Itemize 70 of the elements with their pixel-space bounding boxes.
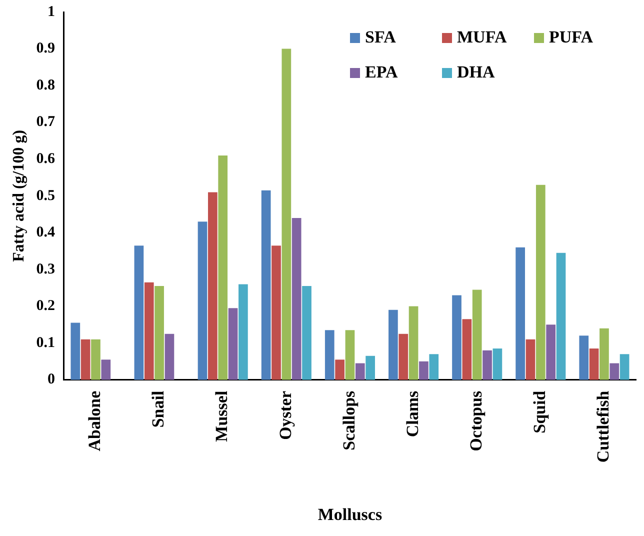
y-tick-label: 0.7 — [36, 114, 56, 130]
bar — [462, 319, 472, 380]
bar — [238, 284, 248, 380]
x-tick-label: Octopus — [466, 390, 486, 452]
bar — [366, 356, 375, 380]
bar — [292, 218, 302, 380]
bar — [556, 252, 566, 380]
bar — [80, 339, 90, 380]
bar — [419, 361, 428, 380]
y-tick-label: 0.2 — [36, 298, 55, 314]
bar — [198, 222, 208, 380]
bar — [620, 354, 630, 380]
bar — [355, 363, 365, 380]
bar — [208, 192, 218, 380]
bar — [70, 322, 80, 380]
legend-label: SFA — [365, 27, 397, 46]
y-tick-label: 0.8 — [36, 77, 55, 94]
bar — [335, 360, 344, 380]
bar — [282, 48, 292, 380]
bar — [398, 334, 408, 380]
bar — [345, 330, 355, 380]
x-tick-label: Scallops — [339, 390, 358, 450]
bar — [228, 308, 238, 380]
y-tick-label: 0.9 — [36, 40, 55, 57]
bar — [324, 330, 334, 380]
x-tick-label: Squid — [530, 390, 550, 434]
bar — [302, 286, 312, 380]
bar — [218, 155, 228, 380]
bar — [492, 348, 502, 380]
x-axis-title: Molluscs — [318, 505, 382, 524]
bar — [516, 247, 525, 380]
bar — [610, 363, 620, 380]
bar — [526, 339, 536, 380]
y-axis-title: Fatty acid (g/100 g) — [10, 130, 28, 262]
x-tick-label: Snail — [148, 390, 168, 428]
bar — [91, 339, 100, 380]
bar — [482, 350, 492, 380]
bar — [272, 246, 281, 380]
bar — [429, 354, 439, 380]
x-tick-label: Cuttlefish — [594, 390, 613, 463]
y-tick-label: 0.1 — [36, 334, 55, 351]
bar — [101, 360, 111, 380]
bar — [579, 336, 589, 380]
bar — [536, 184, 546, 380]
bar — [164, 334, 174, 380]
y-tick-label: 0.4 — [36, 224, 56, 241]
bar — [134, 246, 144, 380]
x-tick-label: Oyster — [276, 390, 295, 440]
bar — [408, 306, 418, 380]
y-tick-label: 0.6 — [36, 151, 56, 168]
bar — [600, 328, 609, 380]
x-tick-label: Clams — [402, 390, 422, 438]
x-tick-label: Mussel — [212, 390, 232, 442]
bar — [154, 286, 164, 380]
x-tick-label: Abalone — [85, 390, 104, 452]
bar — [589, 348, 599, 380]
bar — [261, 190, 271, 380]
y-tick-label: 0.3 — [36, 261, 55, 278]
legend-label: EPA — [365, 62, 398, 82]
legend-label: DHA — [457, 62, 496, 82]
y-tick-label: 0.5 — [36, 188, 55, 204]
bar — [144, 282, 154, 380]
bar — [546, 324, 556, 380]
y-tick-label: 1 — [47, 4, 55, 20]
bar — [452, 295, 462, 380]
legend-label: MUFA — [457, 27, 508, 46]
bar — [388, 310, 398, 380]
legend-label: PUFA — [549, 27, 594, 46]
y-tick-label: 0 — [47, 372, 55, 388]
bar — [472, 290, 482, 380]
